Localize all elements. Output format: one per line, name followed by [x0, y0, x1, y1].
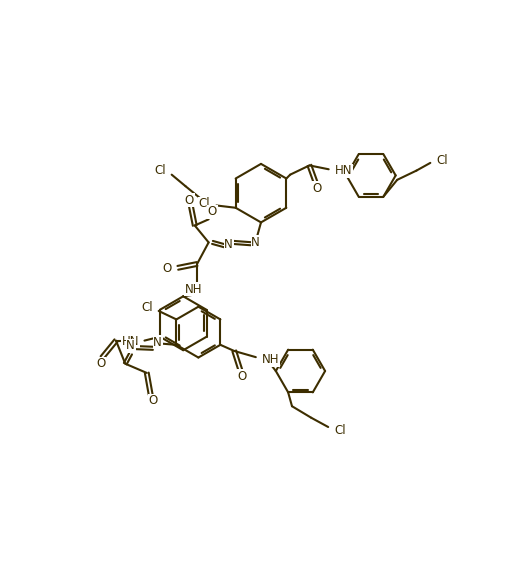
Text: O: O: [312, 182, 322, 195]
Text: N: N: [251, 236, 260, 249]
Text: Cl: Cl: [437, 154, 448, 167]
Text: HN: HN: [122, 335, 139, 348]
Text: O: O: [237, 370, 246, 383]
Text: O: O: [162, 262, 172, 275]
Text: NH: NH: [262, 353, 279, 366]
Text: O: O: [185, 194, 194, 206]
Text: Cl: Cl: [334, 424, 346, 437]
Text: Cl: Cl: [155, 164, 166, 177]
Text: Cl: Cl: [141, 302, 153, 315]
Text: O: O: [96, 357, 105, 370]
Text: HN: HN: [335, 164, 352, 177]
Text: N: N: [126, 340, 135, 352]
Text: Cl: Cl: [199, 197, 210, 210]
Text: NH: NH: [185, 283, 202, 296]
Text: N: N: [224, 238, 233, 251]
Text: N: N: [153, 336, 162, 349]
Text: O: O: [208, 205, 217, 218]
Text: O: O: [149, 394, 158, 407]
